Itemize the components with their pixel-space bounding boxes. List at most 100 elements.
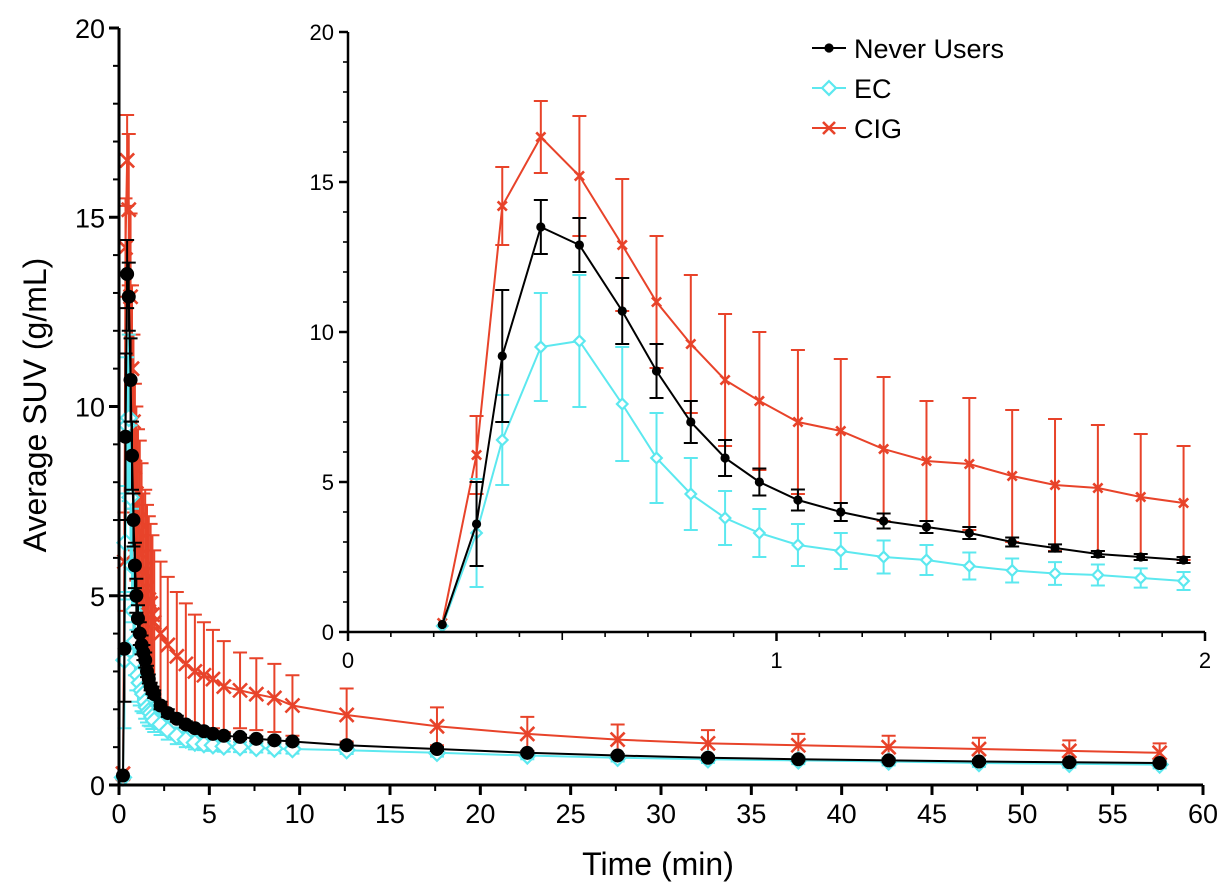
- legend-cig: CIG: [812, 114, 902, 144]
- legend-ec-point: [820, 79, 838, 97]
- inset-never-users-line: [441, 225, 1184, 625]
- legend-never-users-point: [824, 43, 834, 53]
- main-cig-point: [429, 718, 445, 735]
- inset-ec-point: [649, 451, 664, 465]
- main-never-users-point: [233, 729, 248, 744]
- main-never-users-point: [249, 731, 264, 746]
- main-never-users-point: [881, 753, 896, 768]
- main-never-users-point: [126, 513, 141, 528]
- inset-ec-point: [1176, 574, 1191, 588]
- inset-never-users-point: [536, 222, 546, 232]
- main-never-users-point: [205, 726, 220, 741]
- main-never-users-point: [971, 754, 986, 769]
- main-cig-point: [284, 697, 301, 714]
- inset-y-tick-label: 20: [310, 20, 334, 45]
- main-never-users-point: [127, 558, 142, 573]
- legend-ec-label: EC: [854, 74, 892, 104]
- inset-cig-point: [1135, 491, 1147, 503]
- inset-cig-point: [1049, 479, 1061, 491]
- inset-never-users-point: [1136, 552, 1146, 562]
- main-cig-point: [609, 731, 626, 748]
- x-tick-label: 30: [646, 799, 676, 829]
- inset-ec-point: [495, 433, 510, 447]
- inset-never-users-point: [617, 306, 627, 316]
- main-cig-point: [519, 725, 536, 742]
- inset-never-users-point: [754, 477, 764, 487]
- main-ec-point: [230, 737, 250, 757]
- y-tick-label: 5: [90, 582, 105, 612]
- main-never-users-point: [123, 373, 138, 388]
- inset-never-users-point: [1093, 549, 1103, 559]
- main-cig-point: [215, 678, 232, 695]
- inset-cig-series: [436, 100, 1191, 629]
- main-cig-point: [700, 735, 716, 752]
- inset-y-tick-label: 10: [310, 320, 334, 345]
- main-never-users-point: [267, 733, 282, 748]
- main-never-users-point: [120, 267, 135, 282]
- main-cig-point: [232, 682, 248, 699]
- inset-cig-point: [753, 395, 765, 407]
- main-cig-point: [119, 152, 136, 169]
- main-never-users-point: [125, 448, 140, 463]
- main-never-users-point: [610, 748, 625, 763]
- main-ec-point: [214, 736, 234, 756]
- inset-never-users-point: [574, 240, 584, 250]
- inset-cig-point: [963, 458, 975, 470]
- inset-cig-point: [496, 200, 508, 212]
- y-tick-label: 15: [75, 203, 105, 233]
- main-never-users-point: [1062, 755, 1077, 770]
- main-never-users-point: [147, 687, 162, 702]
- x-tick-label: 45: [917, 799, 947, 829]
- main-cig-point: [880, 739, 897, 756]
- inset-never-users-point: [686, 417, 696, 427]
- main-never-users-point: [429, 742, 444, 757]
- main-never-users-point: [118, 429, 133, 444]
- legend-ec: EC: [812, 74, 892, 104]
- main-cig-point: [195, 667, 212, 684]
- main-cig-point: [120, 201, 137, 218]
- inset-never-users-point: [651, 366, 662, 376]
- main-never-users-point: [520, 745, 535, 760]
- inset-never-users-point: [497, 351, 507, 361]
- y-axis-label: Average SUV (g/mL): [17, 258, 53, 553]
- inset-cig-point: [1178, 497, 1190, 509]
- inset-ec-point: [718, 511, 732, 525]
- x-tick-label: 40: [827, 799, 857, 829]
- main-never-users-series: [115, 238, 1167, 783]
- legend-never-users: Never Users: [812, 34, 1004, 64]
- inset-ec-point: [791, 538, 805, 552]
- inset-ec-line: [441, 339, 1184, 627]
- inset-cig-point: [835, 425, 847, 437]
- inset-ec-point: [1005, 563, 1020, 578]
- inset-plot: [346, 18, 1217, 640]
- inset-ec-point: [1133, 571, 1148, 585]
- main-never-users-point: [700, 750, 715, 765]
- legend-never-users-label: Never Users: [854, 34, 1004, 64]
- main-cig-point: [266, 690, 283, 706]
- inset-never-users-point: [1178, 555, 1189, 565]
- x-tick-label: 55: [1098, 799, 1128, 829]
- main-never-users-point: [121, 289, 136, 304]
- inset-x-tick-label: 1: [770, 648, 782, 673]
- inset-y-tick-label: 5: [322, 470, 334, 495]
- inset-cig-point: [792, 416, 804, 428]
- inset-ec-point: [615, 397, 630, 411]
- inset-ec-point: [1091, 568, 1105, 582]
- main-plot: [113, 114, 1170, 788]
- main-cig-point: [971, 741, 987, 757]
- inset-ec-point: [876, 550, 891, 564]
- inset-ec-point: [533, 340, 548, 354]
- main-never-users-point: [216, 728, 231, 743]
- inset-never-users-point: [964, 528, 974, 538]
- inset-cig-point: [1006, 470, 1018, 482]
- main-cig-point: [152, 625, 169, 642]
- x-tick-label: 60: [1188, 799, 1218, 829]
- x-tick-label: 15: [375, 799, 405, 829]
- x-axis-label: Time (min): [582, 846, 734, 882]
- main-cig-point: [248, 686, 265, 703]
- inset-cig-point: [878, 443, 890, 455]
- inset-y-tick-label: 15: [310, 170, 334, 195]
